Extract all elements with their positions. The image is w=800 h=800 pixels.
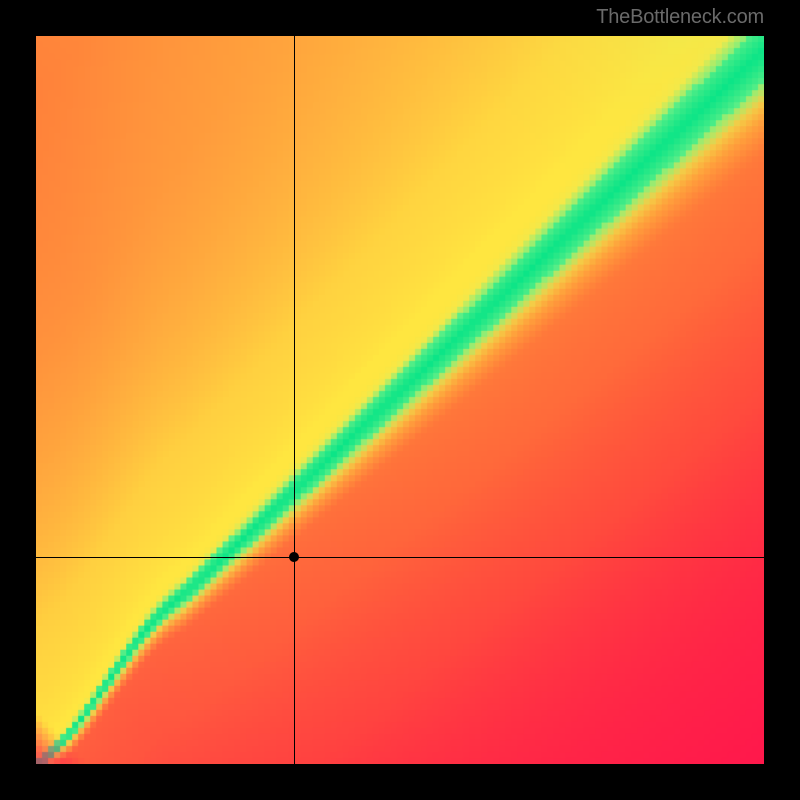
chart-container: TheBottleneck.com [0, 0, 800, 800]
crosshair-horizontal [36, 557, 764, 558]
crosshair-vertical [294, 36, 295, 764]
bottleneck-heatmap [36, 36, 764, 764]
watermark-text: TheBottleneck.com [596, 6, 764, 29]
marker-point [289, 552, 299, 562]
